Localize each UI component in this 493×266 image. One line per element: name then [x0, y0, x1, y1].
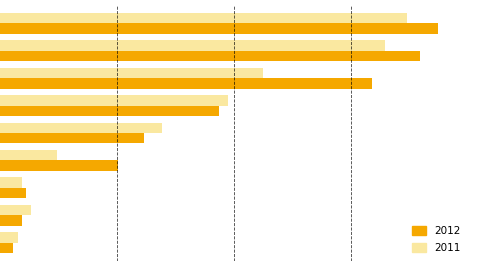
Bar — [0, 188, 26, 198]
Bar — [0, 232, 18, 243]
Bar — [0, 123, 162, 133]
Bar — [0, 133, 144, 143]
Bar — [0, 243, 13, 253]
Bar — [0, 40, 385, 51]
Bar — [0, 78, 372, 89]
Bar — [0, 205, 31, 215]
Bar — [0, 106, 219, 116]
Legend: 2012, 2011: 2012, 2011 — [410, 223, 463, 255]
Bar — [0, 215, 22, 226]
Bar — [0, 150, 57, 160]
Bar — [0, 160, 118, 171]
Bar — [0, 95, 228, 106]
Bar — [0, 177, 22, 188]
Bar — [0, 23, 438, 34]
Bar — [0, 13, 407, 23]
Bar — [0, 51, 420, 61]
Bar — [0, 68, 263, 78]
